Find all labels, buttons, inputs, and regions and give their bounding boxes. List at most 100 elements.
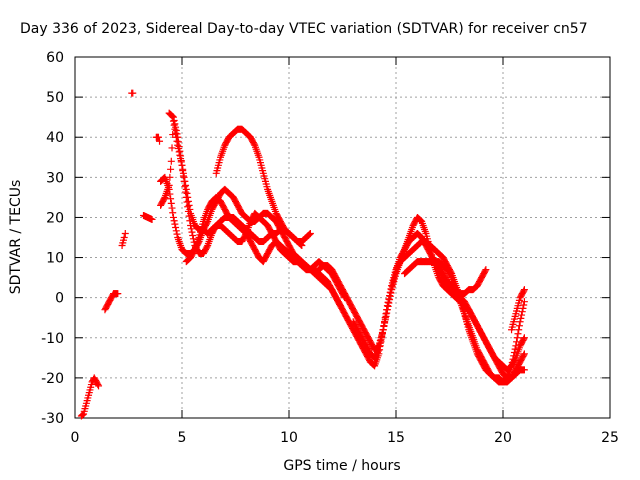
data-point: [94, 381, 102, 389]
data-point: [78, 411, 86, 419]
y-tick-labels: -30 -20 -10 0 10 20 30 40 50 60: [41, 50, 64, 427]
data-point: [376, 339, 384, 347]
data-point: [382, 310, 390, 318]
data-point: [378, 332, 386, 340]
y-tick-label: 10: [46, 251, 64, 267]
data-point: [169, 113, 177, 121]
data-point: [250, 140, 258, 148]
plot-frame: [74, 56, 611, 419]
data-point: [173, 230, 181, 238]
data-point: [520, 298, 528, 306]
data-point: [513, 334, 521, 342]
data-point: [120, 234, 128, 241]
data-point: [516, 318, 524, 326]
data-point: [520, 287, 528, 295]
data-point: [167, 195, 175, 203]
y-axis-label: SDTVAR / TECUs: [8, 180, 24, 295]
data-point: [520, 351, 528, 359]
data-point: [165, 185, 173, 193]
data-point: [384, 298, 392, 306]
data-point: [186, 217, 194, 225]
x-tick-label: 20: [494, 430, 512, 446]
data-point: [375, 346, 383, 354]
data-point: [174, 138, 182, 146]
data-point: [185, 212, 193, 220]
data-point: [447, 272, 455, 280]
data-point: [114, 290, 122, 298]
data-point: [511, 345, 519, 353]
data-point: [383, 306, 391, 314]
data-point: [482, 266, 490, 274]
data-point: [172, 227, 180, 235]
data-point: [383, 302, 391, 310]
y-tick-label: 40: [46, 130, 64, 146]
data-point: [298, 242, 306, 250]
data-point: [379, 326, 387, 334]
chart-title: Day 336 of 2023, Sidereal Day-to-day VTE…: [20, 21, 588, 37]
data-point: [184, 207, 192, 215]
x-axis-label: GPS time / hours: [283, 458, 400, 474]
data-point: [168, 204, 176, 212]
gridlines: [75, 57, 610, 418]
data-point: [177, 157, 185, 165]
y-tick-label: 0: [55, 291, 64, 307]
data-point: [508, 362, 516, 370]
data-point: [187, 225, 195, 233]
data-point: [182, 181, 190, 189]
series-arc-short-2: [118, 229, 129, 250]
data-point: [385, 295, 393, 303]
data-point: [167, 157, 175, 165]
data-point: [167, 199, 175, 207]
data-point: [184, 197, 192, 205]
data-point: [510, 352, 518, 360]
data-point: [170, 217, 178, 225]
data-point: [184, 203, 192, 211]
data-point: [518, 308, 526, 316]
data-point: [520, 366, 528, 374]
data-point: [189, 231, 197, 239]
data-points: [77, 89, 528, 420]
data-point: [169, 209, 177, 217]
data-point: [181, 183, 189, 191]
data-point: [156, 137, 164, 145]
data-point: [169, 112, 177, 120]
data-point: [168, 144, 176, 152]
series-arc-h: [435, 262, 490, 298]
series-arc-early-rise: [77, 374, 103, 420]
data-point: [182, 188, 190, 196]
data-point: [376, 342, 384, 350]
data-point: [520, 334, 528, 342]
series-arc-short-3: [139, 211, 156, 223]
data-point: [121, 229, 129, 237]
data-point: [148, 215, 156, 223]
x-tick-label: 0: [71, 430, 80, 446]
data-point: [187, 221, 195, 229]
data-point: [160, 195, 168, 203]
data-point: [381, 318, 389, 326]
data-point: [167, 165, 175, 173]
data-point: [189, 235, 197, 243]
data-point: [171, 220, 179, 228]
y-tick-label: 30: [46, 170, 64, 186]
data-point: [386, 292, 394, 300]
data-point: [188, 228, 196, 236]
data-point: [305, 231, 313, 239]
data-point: [520, 286, 528, 294]
x-tick-labels: 0 5 10 15 20 25: [71, 430, 619, 446]
data-point: [173, 130, 181, 138]
x-tick-label: 5: [178, 430, 187, 446]
data-point: [95, 382, 103, 390]
data-point: [203, 243, 211, 251]
data-point: [520, 301, 528, 309]
series-arc-short-4: [152, 133, 164, 145]
series-outlier-high: [128, 89, 137, 97]
data-point: [154, 133, 162, 141]
data-point: [177, 152, 185, 160]
data-point: [183, 189, 191, 197]
data-point: [183, 198, 191, 206]
series-arc-short-1: [101, 290, 122, 314]
data-point: [129, 89, 137, 97]
data-point: [380, 322, 388, 330]
data-point: [510, 348, 518, 356]
